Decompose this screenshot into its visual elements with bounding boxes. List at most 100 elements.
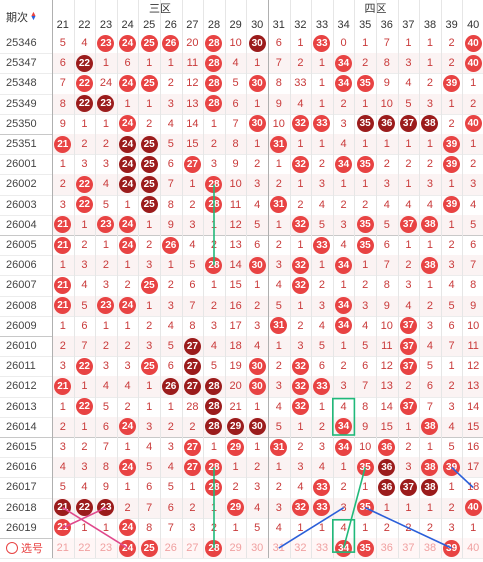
hit-cell: 36: [376, 477, 398, 497]
miss-cell: 3: [74, 457, 96, 477]
miss-cell: 3: [333, 114, 355, 134]
miss-cell: 1: [441, 94, 463, 114]
select-number-34[interactable]: 34: [333, 538, 355, 558]
miss-cell: 4: [268, 518, 290, 538]
hit-cell: 28: [203, 457, 225, 477]
miss-count: 28: [186, 400, 199, 413]
select-number-23[interactable]: 23: [95, 538, 117, 558]
miss-count: 7: [448, 340, 455, 353]
miss-count: 1: [362, 259, 369, 272]
miss-cell: 8: [160, 195, 182, 215]
select-number-22[interactable]: 22: [74, 538, 96, 558]
miss-count: 1: [318, 138, 326, 151]
miss-count: 1: [318, 259, 326, 272]
drawn-ball: 31: [270, 317, 288, 335]
drawn-ball: 39: [443, 135, 461, 153]
select-number-35[interactable]: 35: [354, 538, 376, 558]
miss-count: 33: [294, 77, 307, 90]
select-number-27[interactable]: 27: [182, 538, 204, 558]
hit-cell: 24: [117, 457, 139, 477]
drawn-ball: 28: [205, 196, 223, 214]
miss-count: 1: [297, 239, 304, 252]
miss-count: 1: [81, 420, 88, 433]
select-number-38[interactable]: 38: [419, 538, 441, 558]
select-number-29[interactable]: 29: [225, 538, 247, 558]
miss-cell: 1: [95, 518, 117, 538]
miss-cell: 3: [203, 316, 225, 336]
miss-count: 3: [210, 158, 218, 171]
hit-cell: 21: [52, 376, 74, 396]
select-number-25[interactable]: 25: [138, 538, 160, 558]
hit-cell: 27: [182, 437, 204, 457]
select-number-button[interactable]: 选号: [0, 538, 52, 558]
hit-cell: 26: [160, 376, 182, 396]
miss-count: 4: [275, 279, 282, 292]
miss-count: 3: [102, 158, 110, 171]
row-background: [52, 336, 483, 357]
miss-cell: 17: [225, 316, 247, 336]
miss-count: 11: [467, 340, 479, 353]
miss-cell: 5: [160, 477, 182, 497]
select-number-26[interactable]: 26: [160, 538, 182, 558]
miss-cell: 4: [290, 94, 312, 114]
miss-count: 1: [210, 501, 218, 514]
miss-count: 13: [229, 239, 242, 252]
drawn-ball: 37: [399, 317, 417, 335]
select-number-40[interactable]: 40: [462, 538, 483, 558]
miss-cell: 3: [182, 518, 204, 538]
drawn-ball: 34: [335, 155, 353, 173]
miss-cell: 3: [160, 94, 182, 114]
miss-cell: 4: [74, 33, 96, 53]
row-divider: [0, 154, 483, 156]
miss-count: 7: [426, 400, 434, 413]
miss-cell: 2: [95, 134, 117, 154]
period-column-header[interactable]: 期次 ▲ ▼: [0, 0, 52, 33]
select-number-36[interactable]: 36: [376, 538, 398, 558]
select-number-21[interactable]: 21: [52, 538, 74, 558]
period-label: 26004: [6, 218, 37, 231]
select-number-37[interactable]: 37: [398, 538, 420, 558]
select-number-label: 22: [78, 542, 91, 555]
miss-count: 2: [275, 178, 282, 191]
miss-cell: 5: [225, 73, 247, 93]
miss-cell: 11: [225, 195, 247, 215]
select-number-33[interactable]: 33: [311, 538, 333, 558]
hit-cell: 39: [441, 195, 463, 215]
miss-count: 1: [275, 218, 282, 231]
miss-cell: 20: [182, 33, 204, 53]
hit-cell: 39: [441, 154, 463, 174]
drawn-ball: 23: [97, 499, 115, 517]
hit-cell: 21: [52, 215, 74, 235]
select-number-31[interactable]: 31: [268, 538, 290, 558]
miss-count: 5: [167, 481, 174, 494]
miss-count: 1: [362, 138, 369, 151]
miss-count: 6: [189, 279, 196, 292]
miss-cell: 15: [462, 417, 483, 437]
period-label: 26019: [6, 521, 37, 534]
select-number-39[interactable]: 39: [441, 538, 463, 558]
miss-count: 2: [448, 117, 455, 130]
select-number-28[interactable]: 28: [203, 538, 225, 558]
miss-cell: 1: [354, 477, 376, 497]
miss-count: 1: [426, 239, 434, 252]
row-divider: [0, 73, 483, 75]
miss-cell: 1: [268, 154, 290, 174]
select-number-30[interactable]: 30: [246, 538, 268, 558]
miss-count: 2: [210, 138, 218, 151]
miss-count: 1: [426, 138, 434, 151]
select-number-24[interactable]: 24: [117, 538, 139, 558]
miss-count: 3: [275, 259, 282, 272]
miss-count: 1: [297, 138, 304, 151]
hit-cell: 22: [74, 195, 96, 215]
column-divider: [181, 0, 183, 559]
miss-cell: 1: [246, 397, 268, 417]
sort-icon[interactable]: ▲ ▼: [30, 10, 37, 22]
miss-cell: 4: [203, 336, 225, 356]
column-header-21: 21: [56, 18, 69, 31]
miss-count: 7: [470, 259, 477, 272]
miss-count: 1: [318, 521, 326, 534]
hit-cell: 39: [441, 73, 463, 93]
miss-cell: 1: [354, 174, 376, 194]
miss-count: 2: [81, 239, 88, 252]
select-number-32[interactable]: 32: [290, 538, 312, 558]
